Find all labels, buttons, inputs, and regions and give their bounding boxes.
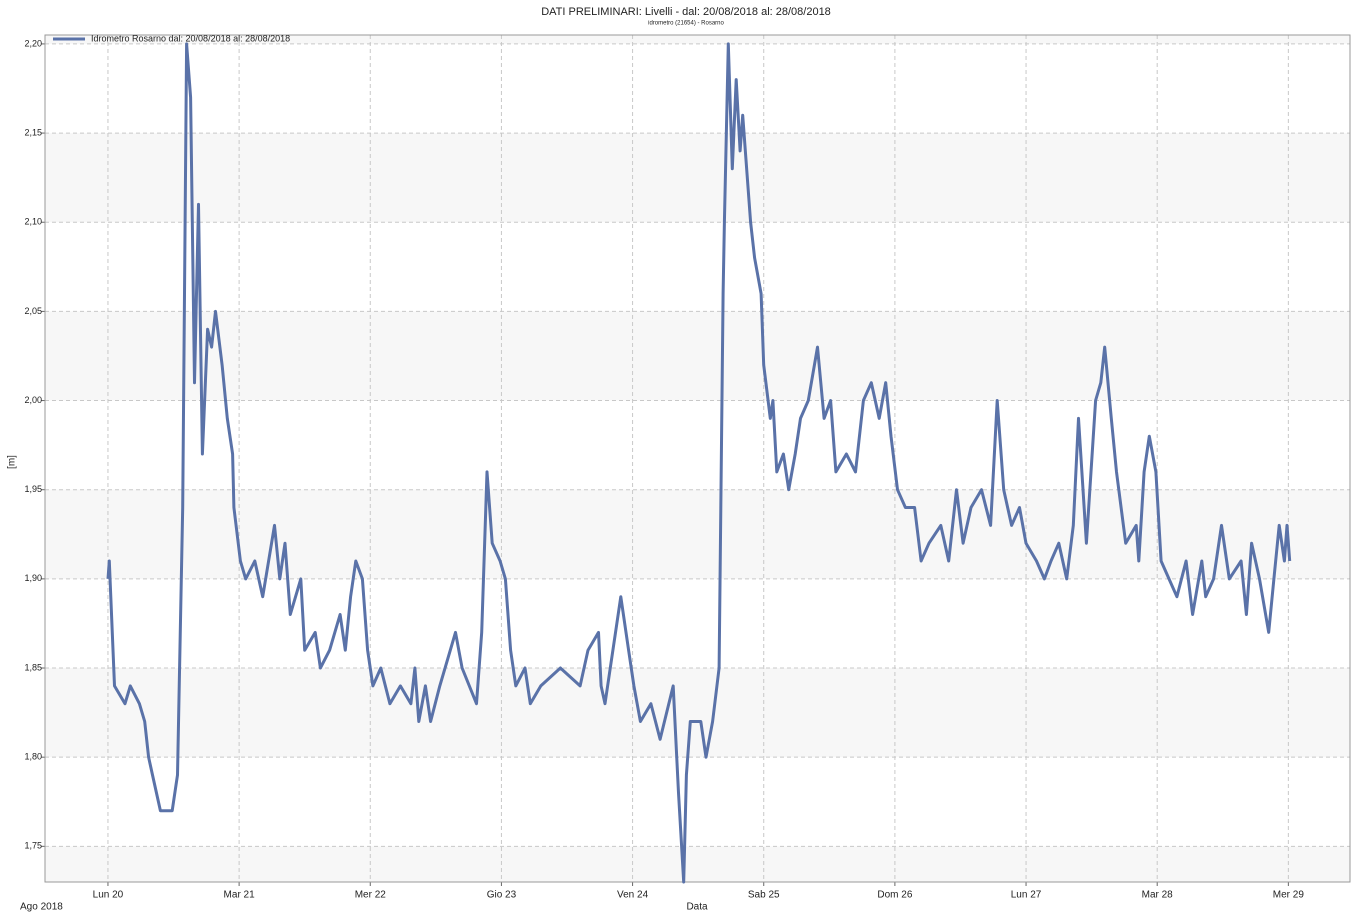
plot-frame xyxy=(44,34,1351,883)
plot-band xyxy=(45,846,1350,882)
y-tick-label: 1,85 xyxy=(24,662,42,672)
x-tick-label: Mer 29 xyxy=(1273,890,1305,901)
plot-band xyxy=(45,35,1350,44)
x-tick-label: Lun 20 xyxy=(93,890,124,901)
chart-title: DATI PRELIMINARI: Livelli - dal: 20/08/2… xyxy=(541,6,831,18)
x-axis-label: Data xyxy=(686,902,708,913)
y-tick-label: 2,00 xyxy=(24,395,42,405)
y-tick-label: 2,20 xyxy=(24,38,42,48)
plot-band xyxy=(45,668,1350,758)
x-tick-label: Ven 24 xyxy=(617,890,649,901)
x-tick-label: Mar 28 xyxy=(1142,890,1174,901)
chart-subtitle: idrometro (21654) - Rosarno xyxy=(648,21,724,27)
data-line xyxy=(106,42,1292,884)
x-tick-label: Mar 21 xyxy=(224,890,256,901)
y-tick-label: 1,95 xyxy=(24,484,42,494)
y-tick-label: 1,90 xyxy=(24,573,42,583)
y-axis-label: [m] xyxy=(7,455,18,469)
y-tick-label: 2,05 xyxy=(24,306,42,316)
x-tick-label: Dom 26 xyxy=(877,890,912,901)
y-tick-label: 1,80 xyxy=(24,752,42,762)
x-period-label: Ago 2018 xyxy=(20,902,63,913)
x-tick-label: Mer 22 xyxy=(355,890,387,901)
x-tick-label: Gio 23 xyxy=(487,890,517,901)
plot-band xyxy=(45,133,1350,223)
y-tick-label: 2,10 xyxy=(24,217,42,227)
y-tick-label: 2,15 xyxy=(24,127,42,137)
plot-band xyxy=(45,311,1350,401)
x-tick-label: Sab 25 xyxy=(748,890,780,901)
y-tick-label: 1,75 xyxy=(24,841,42,851)
x-tick-label: Lun 27 xyxy=(1011,890,1042,901)
legend-label: Idrometro Rosarno dal: 20/08/2018 al: 28… xyxy=(91,33,290,43)
